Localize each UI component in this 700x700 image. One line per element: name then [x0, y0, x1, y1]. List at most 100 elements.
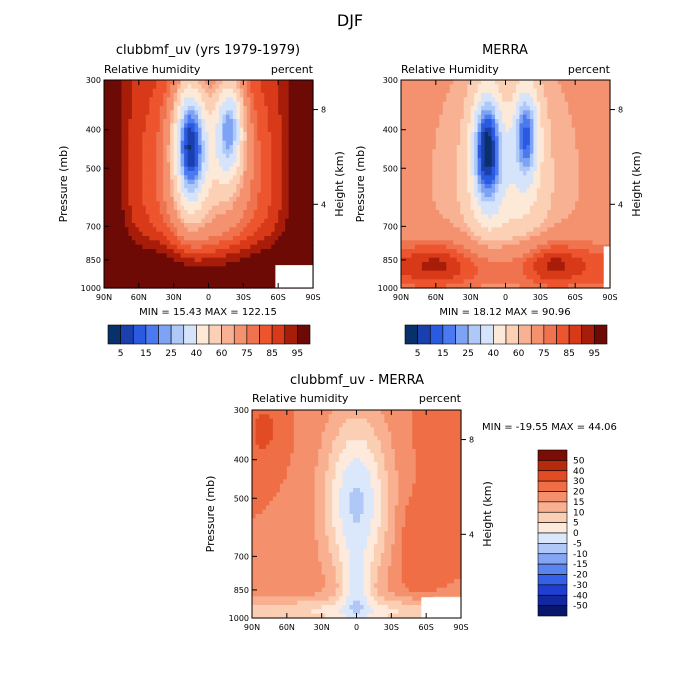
- contour-cell: [281, 236, 286, 241]
- contour-cell: [211, 192, 217, 198]
- contour-cell: [411, 84, 416, 90]
- contour-cell: [519, 114, 524, 120]
- contour-cell: [285, 149, 290, 155]
- contour-cell: [135, 262, 140, 267]
- contour-cell: [428, 184, 433, 189]
- contour-cell: [211, 162, 217, 168]
- contour-cell: [463, 132, 468, 137]
- contour-cell: [540, 84, 545, 90]
- contour-cell: [243, 205, 248, 211]
- contour-cell: [285, 136, 290, 142]
- contour-cell: [477, 119, 482, 124]
- contour-cell: [236, 249, 241, 254]
- contour-cell: [285, 188, 290, 194]
- contour-cell: [264, 80, 269, 85]
- contour-cell: [502, 171, 507, 176]
- contour-cell: [435, 88, 440, 94]
- contour-cell: [114, 106, 119, 111]
- contour-cell: [274, 240, 279, 246]
- contour-cell: [564, 205, 569, 211]
- contour-cell: [564, 166, 569, 172]
- contour-cell: [585, 114, 590, 120]
- contour-cell: [488, 145, 493, 150]
- contour-cell: [488, 162, 493, 168]
- contour-cell: [260, 184, 265, 189]
- contour-cell: [502, 123, 507, 129]
- contour-cell: [191, 249, 196, 254]
- contour-cell: [295, 210, 300, 215]
- contour-cell: [198, 262, 203, 267]
- contour-cell: [250, 179, 255, 185]
- contour-cell: [173, 188, 178, 194]
- colorbar-label: 95: [292, 349, 303, 359]
- contour-cell: [449, 184, 454, 189]
- contour-cell: [173, 249, 178, 254]
- contour-cell: [215, 214, 220, 220]
- contour-cell: [536, 93, 541, 98]
- contour-cell: [104, 262, 109, 267]
- contour-cell: [131, 201, 136, 207]
- contour-cell: [260, 110, 265, 116]
- contour-cell: [107, 153, 112, 159]
- contour-cell: [299, 184, 304, 189]
- contour-cell: [156, 80, 161, 85]
- contour-cell: [166, 184, 171, 189]
- contour-cell: [512, 223, 517, 228]
- contour-cell: [309, 214, 314, 220]
- contour-cell: [257, 88, 262, 94]
- contour-cell: [184, 162, 189, 168]
- contour-cell: [488, 106, 493, 111]
- contour-cell: [467, 97, 472, 103]
- contour-cell: [180, 283, 185, 289]
- contour-cell: [191, 158, 196, 163]
- contour-cell: [526, 153, 531, 159]
- contour-cell: [278, 145, 283, 150]
- contour-cell: [571, 110, 576, 116]
- contour-cell: [131, 214, 136, 220]
- contour-cell: [474, 162, 479, 168]
- contour-cell: [515, 84, 521, 90]
- contour-cell: [104, 175, 109, 181]
- contour-cell: [603, 88, 608, 94]
- contour-cell: [135, 84, 140, 90]
- contour-cell: [205, 231, 210, 237]
- contour-cell: [449, 84, 454, 90]
- contour-cell: [561, 210, 566, 215]
- contour-cell: [281, 218, 286, 224]
- contour-cell: [295, 240, 300, 246]
- contour-cell: [194, 153, 199, 159]
- contour-cell: [194, 236, 199, 241]
- contour-cell: [491, 158, 496, 163]
- contour-cell: [477, 88, 482, 94]
- contour-cell: [117, 253, 123, 259]
- contour-cell: [568, 158, 573, 163]
- contour-cell: [117, 132, 123, 137]
- contour-cell: [110, 97, 116, 103]
- contour-cell: [309, 101, 314, 107]
- contour-cell: [481, 93, 486, 98]
- contour-cell: [211, 262, 217, 267]
- contour-cell: [435, 214, 440, 220]
- contour-cell: [302, 114, 307, 120]
- contour-cell: [180, 119, 185, 124]
- contour-cell: [401, 97, 406, 103]
- contour-cell: [159, 123, 164, 129]
- contour-cell: [439, 166, 444, 172]
- contour-cell: [104, 236, 109, 241]
- contour-cell: [152, 162, 157, 168]
- contour-cell: [515, 114, 521, 120]
- contour-cell: [128, 119, 133, 124]
- contour-cell: [470, 175, 475, 181]
- contour-cell: [170, 244, 175, 250]
- contour-cell: [138, 253, 143, 259]
- contour-cell: [264, 184, 269, 189]
- contour-cell: [260, 227, 265, 233]
- contour-cell: [222, 132, 227, 137]
- contour-cell: [135, 231, 140, 237]
- contour-cell: [596, 158, 601, 163]
- contour-cell: [149, 162, 154, 168]
- contour-cell: [481, 192, 486, 198]
- contour-cell: [278, 158, 283, 163]
- contour-cell: [128, 205, 133, 211]
- contour-cell: [288, 132, 293, 137]
